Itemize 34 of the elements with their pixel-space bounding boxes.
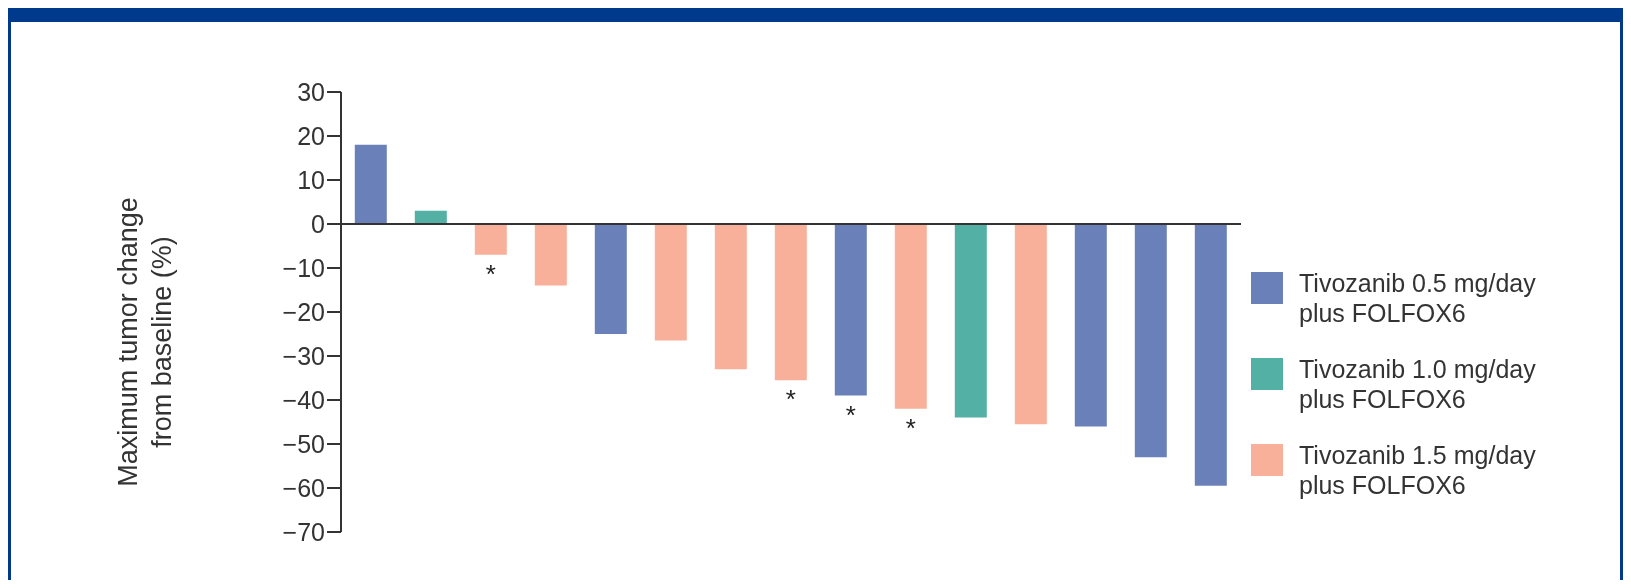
bar bbox=[1194, 224, 1227, 486]
y-tick-label: −60 bbox=[282, 473, 325, 502]
y-tick-label: −10 bbox=[282, 253, 325, 282]
bar bbox=[654, 224, 687, 341]
y-tick-label: 20 bbox=[297, 121, 325, 150]
y-tick-label: 0 bbox=[311, 209, 325, 238]
y-tick-label: −20 bbox=[282, 297, 325, 326]
data-label: * bbox=[785, 384, 796, 415]
bar bbox=[954, 224, 987, 418]
bar bbox=[414, 210, 447, 224]
bar bbox=[894, 224, 927, 409]
data-label: * bbox=[845, 399, 856, 430]
legend-label: Tivozanib 1.5 mg/day plus FOLFOX6 bbox=[1299, 440, 1537, 500]
bar bbox=[474, 224, 507, 255]
bar bbox=[534, 224, 567, 286]
data-label: * bbox=[485, 258, 496, 289]
bar bbox=[354, 144, 387, 224]
bar bbox=[1014, 224, 1047, 425]
y-tick-label: −30 bbox=[282, 341, 325, 370]
y-tick-label: 10 bbox=[297, 165, 325, 194]
legend-label: Tivozanib 0.5 mg/day plus FOLFOX6 bbox=[1299, 268, 1537, 328]
bar bbox=[1134, 224, 1167, 458]
y-axis-title: Maximum tumor change from baseline (%) bbox=[112, 196, 178, 489]
y-tick-label: −50 bbox=[282, 429, 325, 458]
data-label: * bbox=[905, 412, 916, 443]
bar bbox=[594, 224, 627, 334]
bar bbox=[834, 224, 867, 396]
bar bbox=[774, 224, 807, 381]
y-tick-label: −40 bbox=[282, 385, 325, 414]
y-tick-label: −70 bbox=[282, 517, 325, 546]
legend-label: Tivozanib 1.0 mg/day plus FOLFOX6 bbox=[1299, 354, 1537, 414]
y-tick-label: 30 bbox=[297, 77, 325, 106]
bar bbox=[1074, 224, 1107, 427]
bar bbox=[714, 224, 747, 370]
